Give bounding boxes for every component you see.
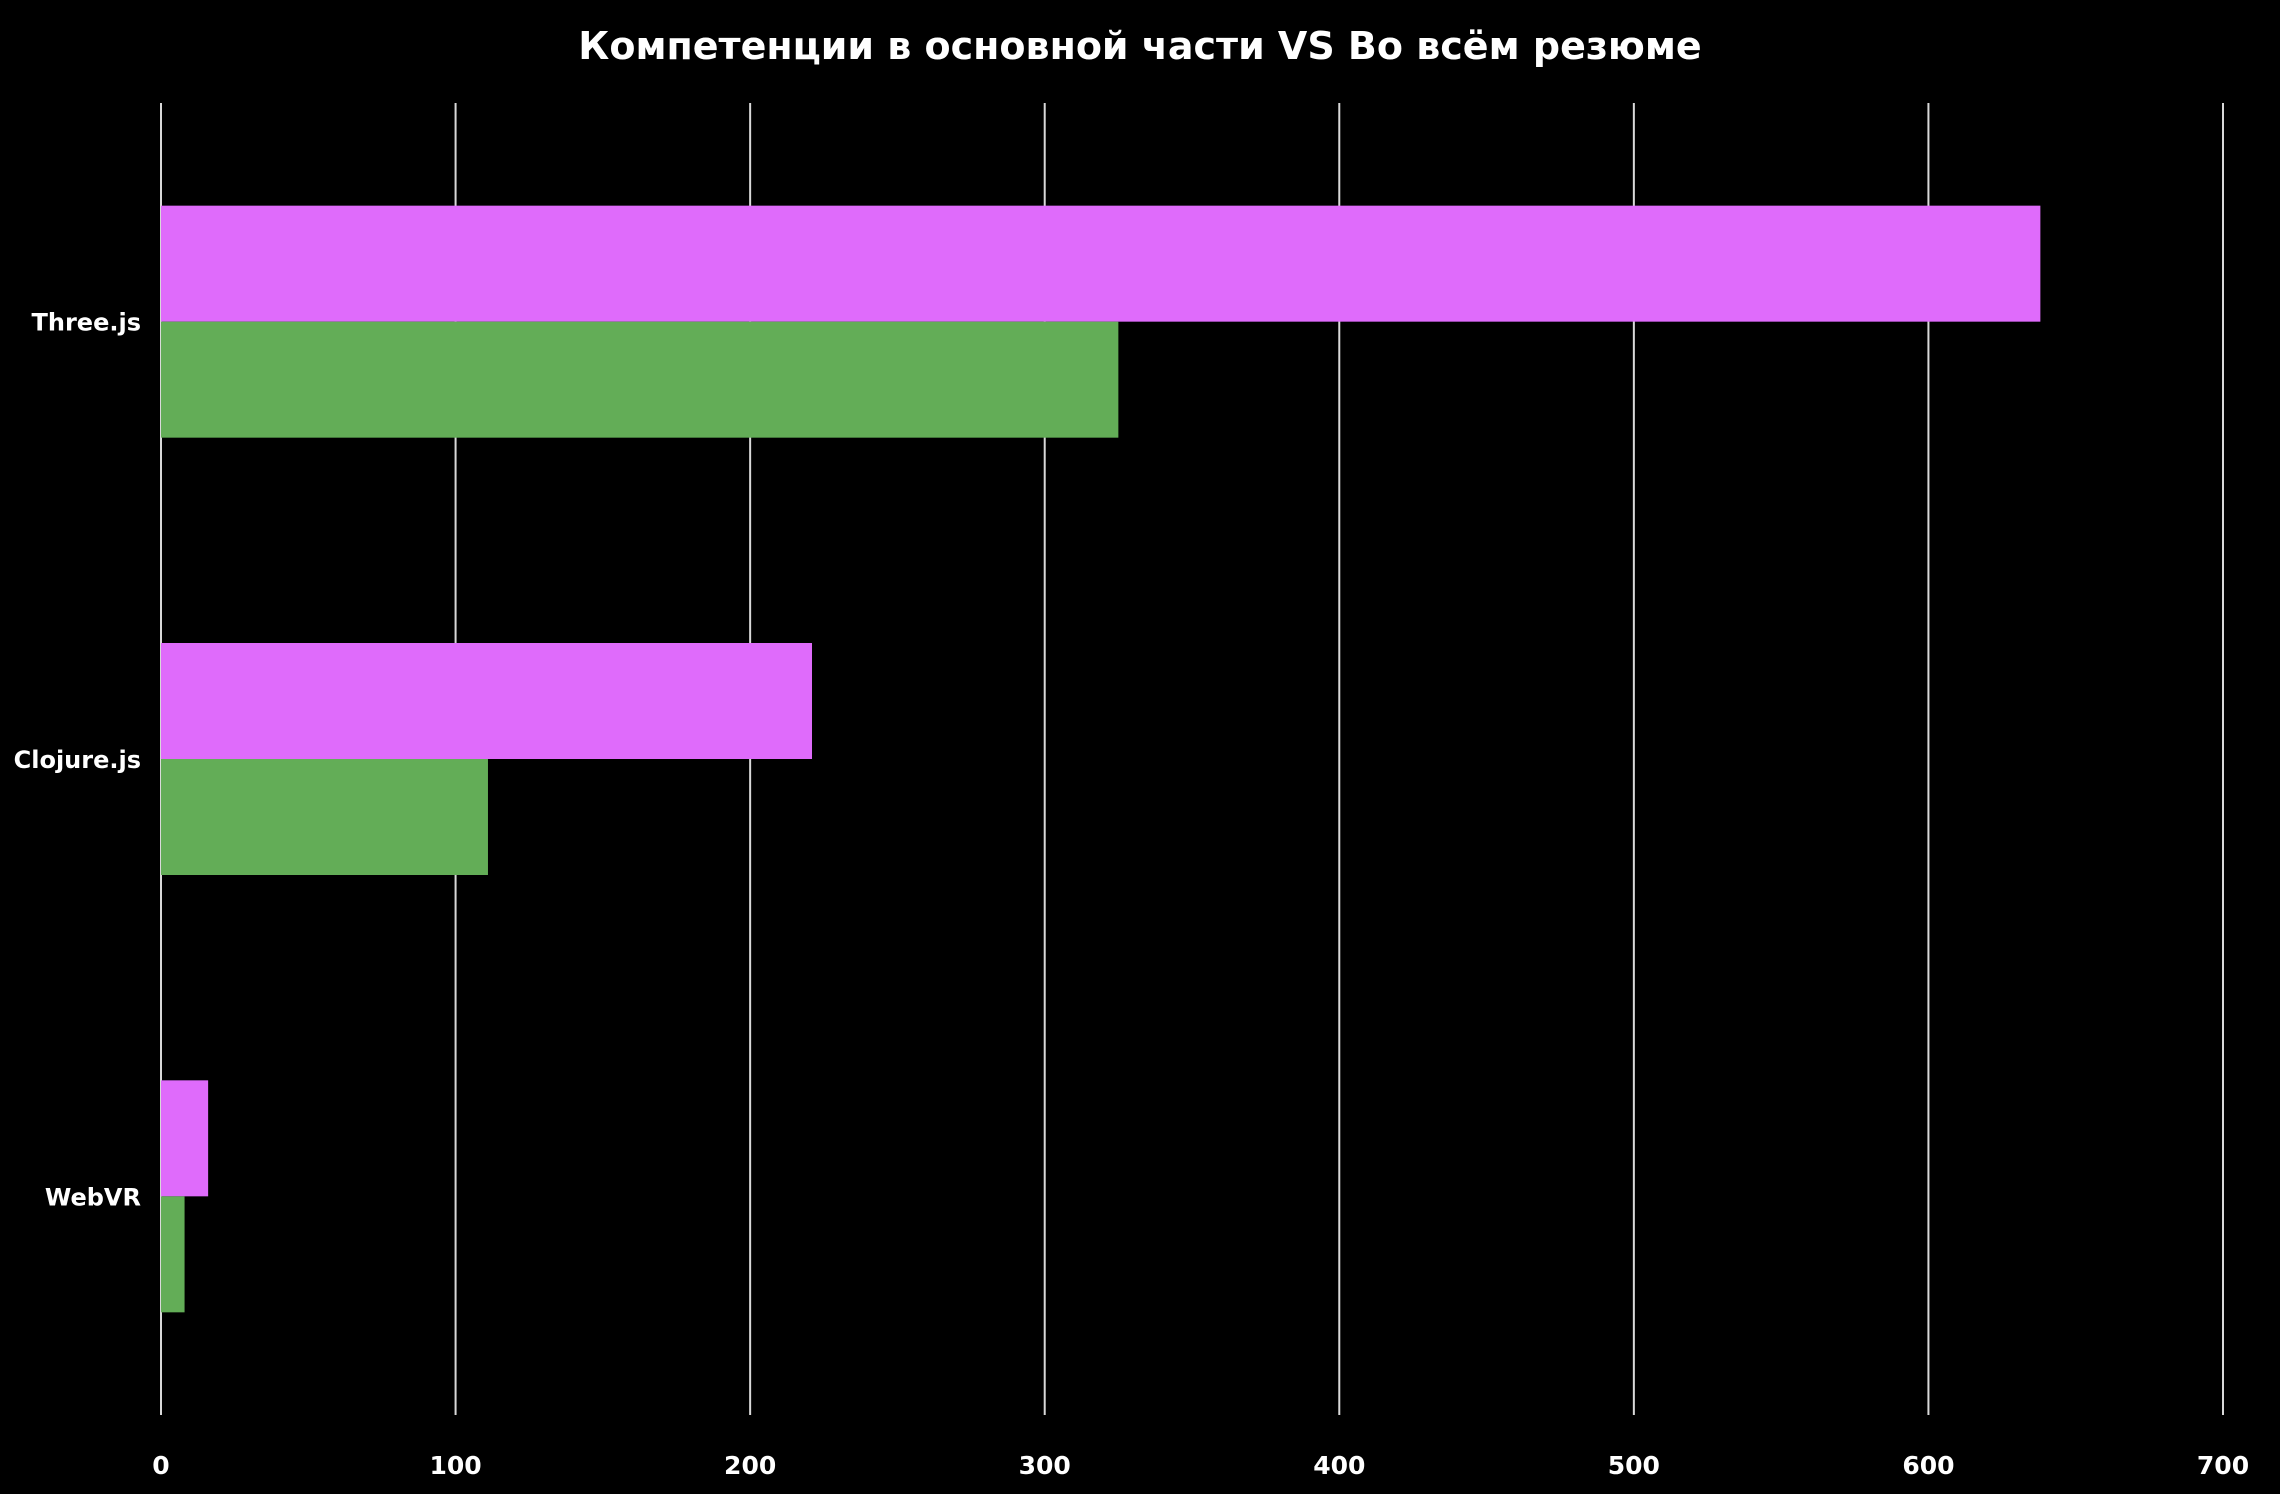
bar-series-1-clojure-js [161, 643, 813, 759]
x-tick-label: 300 [1019, 1451, 1071, 1480]
x-tick-label: 500 [1608, 1451, 1660, 1480]
x-tick-label: 600 [1902, 1451, 1954, 1480]
bar-series-2-clojure-js [161, 759, 488, 875]
category-label: Three.js [32, 309, 141, 337]
bar-series-1-webvr [161, 1080, 209, 1197]
x-tick-label: 400 [1313, 1451, 1365, 1480]
x-tick-label: 0 [152, 1451, 169, 1480]
chart-title: Компетенции в основной части VS Во всём … [578, 24, 1701, 68]
category-labels: Three.js Clojure.js WebVR [14, 309, 141, 1212]
category-label: WebVR [45, 1183, 141, 1211]
bar-series-2-webvr [161, 1196, 185, 1313]
category-label: Clojure.js [14, 746, 141, 774]
bar-series-1-three-js [161, 205, 2041, 322]
x-tick-label: 700 [2197, 1451, 2249, 1480]
bars [161, 205, 2041, 1313]
bar-series-2-three-js [161, 321, 1119, 438]
x-tick-label: 100 [429, 1451, 481, 1480]
x-tick-label: 200 [724, 1451, 776, 1480]
x-axis-tick-labels: 0 100 200 300 400 500 600 700 [152, 1451, 2249, 1480]
